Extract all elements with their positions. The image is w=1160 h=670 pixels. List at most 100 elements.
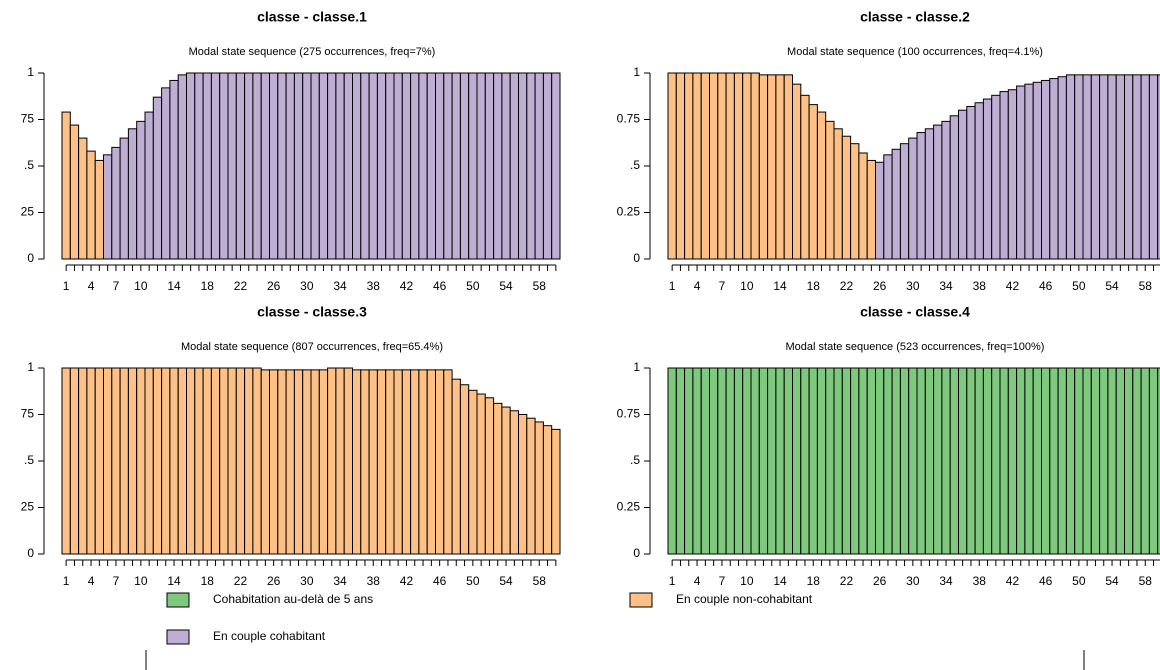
bar <box>1090 367 1101 555</box>
bar <box>493 402 503 555</box>
bar <box>725 367 735 555</box>
bar <box>435 72 445 260</box>
y-tick-label: 75 <box>21 112 35 126</box>
bar <box>285 72 295 260</box>
bar <box>111 367 121 555</box>
bar <box>86 367 96 555</box>
x-tick-label: 4 <box>694 279 701 293</box>
x-tick-label: 34 <box>939 574 953 588</box>
bar <box>1074 367 1084 555</box>
bar <box>551 72 561 260</box>
bar <box>924 128 935 260</box>
x-tick-label: 14 <box>773 574 787 588</box>
bar <box>866 367 877 555</box>
bar <box>61 367 71 555</box>
panel-title: classe - classe.2 <box>860 9 970 25</box>
bar <box>1065 367 1076 555</box>
bar <box>899 367 910 555</box>
bar <box>692 72 702 260</box>
bar <box>260 369 271 555</box>
x-tick-label: 54 <box>499 279 513 293</box>
bar <box>459 72 470 260</box>
bar <box>186 367 196 555</box>
bar <box>700 367 711 555</box>
x-tick-label: 38 <box>973 279 987 293</box>
bar <box>277 369 287 555</box>
bar <box>161 87 171 260</box>
x-tick-label: 10 <box>740 279 754 293</box>
bar <box>1124 74 1134 260</box>
bar <box>542 425 553 555</box>
legend-swatch <box>166 592 190 608</box>
bar <box>518 414 528 555</box>
bar <box>401 72 412 260</box>
bar <box>858 367 868 555</box>
bar <box>1124 367 1134 555</box>
bar <box>501 72 511 260</box>
x-tick-label: 26 <box>873 279 887 293</box>
bar <box>418 369 428 555</box>
bar <box>941 120 951 260</box>
bar <box>103 367 113 555</box>
bar <box>684 367 694 555</box>
x-tick-label: 1 <box>669 279 676 293</box>
bar <box>974 102 984 260</box>
bar <box>825 120 835 260</box>
x-tick-label: 4 <box>88 574 95 588</box>
bar <box>335 367 345 555</box>
bar <box>127 128 138 260</box>
bar <box>302 369 312 555</box>
bar <box>916 367 926 555</box>
bar <box>1099 74 1109 260</box>
x-tick-label: 34 <box>333 279 347 293</box>
bar <box>982 98 993 260</box>
bar <box>177 367 187 555</box>
bar <box>219 72 229 260</box>
x-tick-label: 38 <box>973 574 987 588</box>
bar <box>94 159 104 260</box>
bar <box>908 367 918 555</box>
bar <box>69 124 80 260</box>
bar <box>717 367 727 555</box>
bar <box>991 94 1001 260</box>
bar <box>277 72 287 260</box>
bar <box>518 72 528 260</box>
bar <box>443 369 453 555</box>
bar <box>982 367 993 555</box>
bar <box>327 367 337 555</box>
legend-swatch <box>629 592 653 608</box>
bar <box>1074 74 1084 260</box>
bar <box>675 367 686 555</box>
bar <box>127 367 138 555</box>
bar <box>252 367 262 555</box>
x-tick-label: 10 <box>740 574 754 588</box>
x-tick-label: 46 <box>1039 574 1053 588</box>
bar <box>310 72 320 260</box>
bar <box>775 74 785 260</box>
y-tick-label: .5 <box>24 158 34 172</box>
x-tick-label: 18 <box>807 574 821 588</box>
bar <box>775 367 785 555</box>
bar <box>1082 367 1092 555</box>
bar <box>335 72 345 260</box>
bar <box>684 72 694 260</box>
bar <box>700 72 711 260</box>
bar <box>883 154 893 260</box>
x-tick-label: 14 <box>773 279 787 293</box>
bar <box>86 150 96 260</box>
bar <box>476 393 486 555</box>
bar <box>69 367 80 555</box>
x-tick-label: 7 <box>719 279 726 293</box>
bar <box>426 369 437 555</box>
panel-subtitle: Modal state sequence (807 occurrences, f… <box>181 341 443 353</box>
bar <box>833 367 843 555</box>
x-tick-label: 34 <box>333 574 347 588</box>
bar <box>767 74 777 260</box>
x-tick-label: 46 <box>433 279 447 293</box>
bar <box>136 367 146 555</box>
x-tick-label: 46 <box>433 574 447 588</box>
bar <box>1157 74 1160 260</box>
bar <box>841 135 852 260</box>
x-tick-label: 7 <box>113 574 120 588</box>
bar <box>966 105 976 260</box>
